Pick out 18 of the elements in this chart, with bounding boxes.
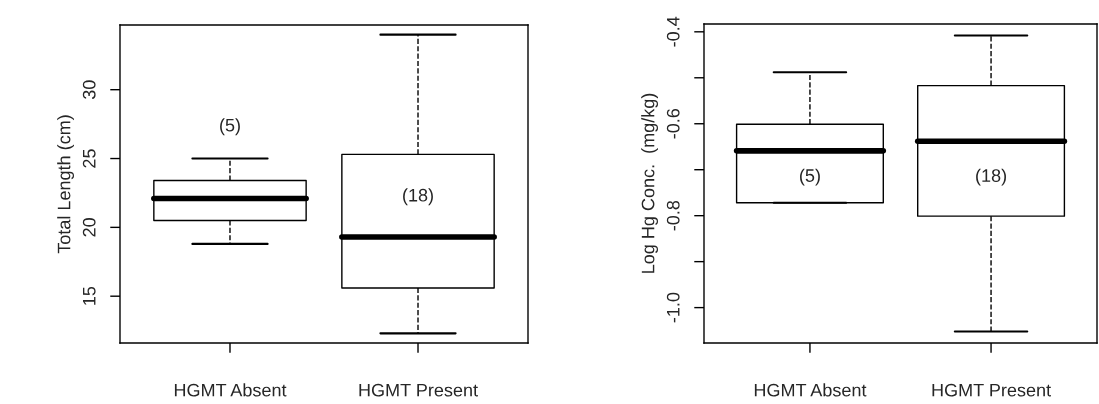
annotation: (5) [220, 118, 240, 136]
annotation: (5) [800, 168, 820, 186]
x-tick-label: HGMT Absent [174, 383, 287, 397]
y-axis-title: Log Hg Conc. (mg/kg) [641, 93, 658, 273]
x-tick-label: HGMT Absent [754, 383, 867, 397]
y-tick-label: -0.8 [666, 200, 680, 231]
y-tick-label: -0.6 [666, 108, 680, 139]
x-tick-label: HGMT Present [932, 383, 1051, 397]
y-tick-label: -1.0 [666, 292, 680, 323]
x-tick-label: HGMT Present [359, 383, 478, 397]
y-axis-title: Total Length (cm) [57, 115, 74, 254]
y-tick-label: 15 [83, 286, 96, 305]
y-tick-label: 30 [82, 80, 96, 100]
y-tick-label: 25 [82, 149, 96, 168]
y-tick-label: -0.4 [666, 16, 680, 47]
y-tick-label: 20 [82, 218, 96, 237]
annotation: (18) [403, 188, 433, 206]
annotation: (18) [976, 168, 1006, 186]
